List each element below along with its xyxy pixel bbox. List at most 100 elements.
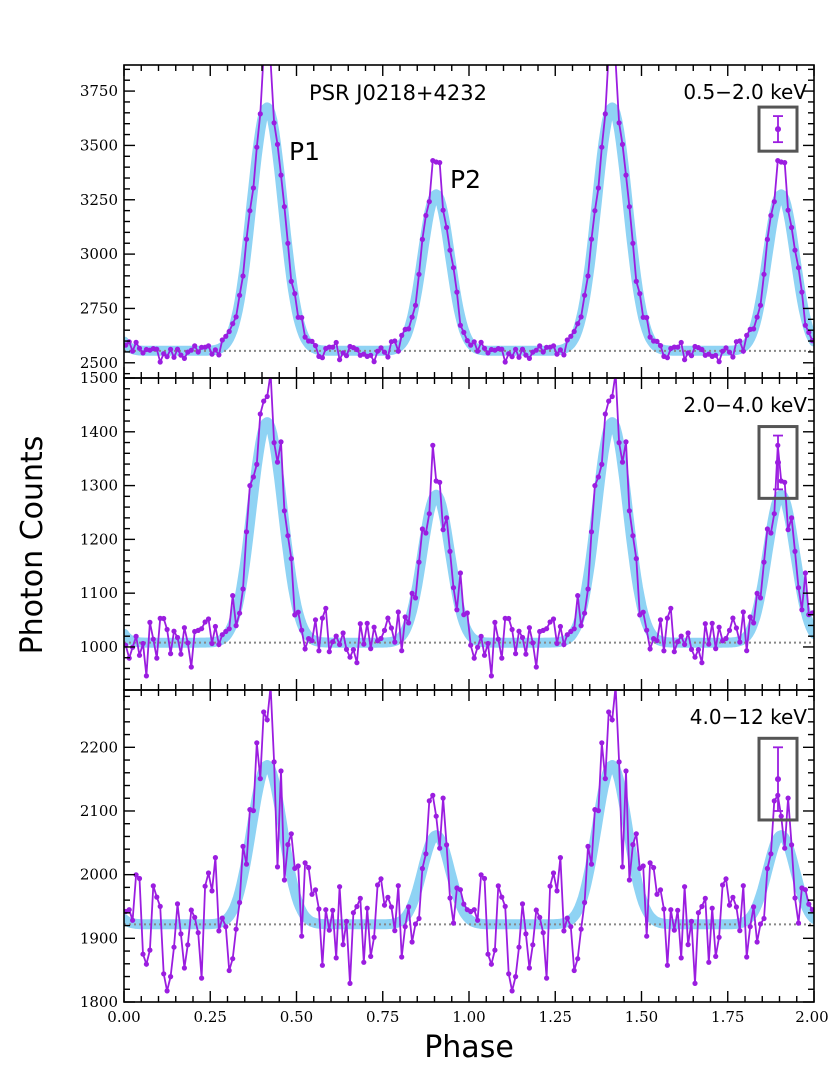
data-point <box>243 529 250 535</box>
data-point <box>250 185 256 191</box>
data-point <box>495 636 501 642</box>
data-point <box>640 863 646 869</box>
data-point <box>789 224 795 231</box>
data-point <box>757 595 764 601</box>
data-point <box>688 353 695 359</box>
data-point <box>219 915 225 921</box>
data-point <box>619 141 626 147</box>
energy-band-label: 4.0−12 keV <box>690 705 808 729</box>
data-point <box>499 655 505 661</box>
data-point <box>392 338 398 344</box>
data-point <box>264 393 270 400</box>
data-point <box>219 632 225 638</box>
data-point <box>368 953 374 960</box>
data-point <box>806 901 812 907</box>
data-point <box>161 971 167 977</box>
data-point <box>678 955 684 961</box>
data-point <box>395 348 401 354</box>
y-tick-label: 2750 <box>80 299 118 317</box>
data-point <box>585 586 591 592</box>
data-point <box>278 172 284 178</box>
data-point <box>599 144 605 150</box>
data-point <box>550 616 557 622</box>
data-point <box>330 639 336 645</box>
y-tick-label: 1000 <box>80 638 118 656</box>
data-point <box>202 883 208 889</box>
data-point <box>516 354 522 360</box>
data-point <box>140 951 146 957</box>
data-point <box>447 247 453 253</box>
data-point <box>254 144 260 150</box>
data-point <box>202 619 208 625</box>
data-point <box>481 652 488 658</box>
data-point <box>706 959 712 965</box>
data-point <box>216 352 222 358</box>
data-point <box>205 870 212 876</box>
data-point <box>726 902 733 908</box>
data-point <box>630 533 636 539</box>
data-point <box>130 917 136 923</box>
data-point <box>678 339 684 346</box>
data-point <box>347 654 353 660</box>
data-point <box>285 533 291 539</box>
data-point <box>292 291 298 297</box>
panel-plot-area <box>124 378 814 679</box>
data-point <box>257 411 263 417</box>
x-tick-label: 1.25 <box>539 1008 572 1026</box>
data-point <box>795 585 802 591</box>
data-point <box>340 942 346 948</box>
data-point <box>368 352 374 358</box>
data-point <box>613 684 618 689</box>
data-point <box>737 338 743 344</box>
data-point <box>437 845 443 851</box>
data-point <box>675 639 681 645</box>
data-point <box>588 529 595 535</box>
data-point <box>150 636 156 642</box>
data-point <box>371 359 377 365</box>
data-point <box>557 347 564 353</box>
data-point <box>723 635 729 642</box>
data-point <box>782 479 788 485</box>
data-point <box>688 646 695 653</box>
data-point <box>212 855 218 861</box>
data-point <box>726 627 733 634</box>
data-point <box>799 607 805 613</box>
data-point <box>392 928 398 934</box>
data-point <box>544 975 550 981</box>
data-point <box>661 906 667 912</box>
data-point <box>312 617 319 623</box>
data-point <box>357 895 363 902</box>
data-point <box>174 901 181 907</box>
data-point <box>764 526 771 532</box>
data-point <box>209 351 215 357</box>
data-point <box>564 337 570 343</box>
data-point <box>230 321 236 327</box>
data-point <box>789 842 795 848</box>
data-point <box>226 328 232 335</box>
data-point <box>161 351 167 357</box>
data-point <box>188 664 194 670</box>
data-point <box>219 337 225 343</box>
data-point <box>299 933 305 939</box>
data-point <box>381 349 388 355</box>
data-point <box>519 346 526 352</box>
data-point <box>675 344 681 350</box>
data-point <box>654 891 660 897</box>
data-point <box>785 795 791 801</box>
data-point <box>337 357 343 363</box>
data-point <box>274 459 281 465</box>
data-point <box>261 709 267 715</box>
data-point <box>523 651 529 657</box>
data-point <box>578 314 584 320</box>
data-point <box>471 655 477 661</box>
data-point <box>664 615 671 621</box>
data-point <box>802 887 809 893</box>
data-point <box>685 350 691 356</box>
data-point <box>761 559 767 565</box>
data-point <box>647 860 653 866</box>
data-point <box>671 927 677 933</box>
data-point <box>168 974 174 980</box>
data-point <box>268 684 273 689</box>
data-point <box>771 511 777 517</box>
model-curve <box>124 102 814 356</box>
